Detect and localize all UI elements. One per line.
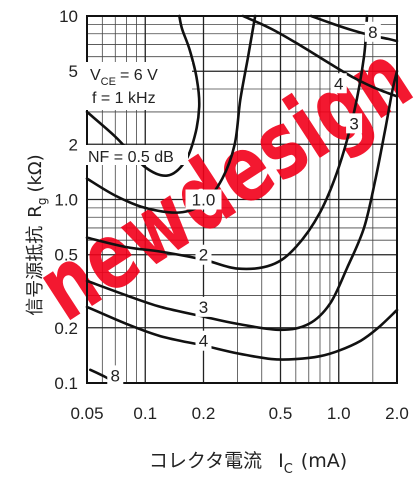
curve-label-bg xyxy=(107,365,124,386)
x-tick-labels: 0.05 0.1 0.2 0.5 1.0 2.0 xyxy=(70,404,408,423)
contour-curve xyxy=(85,14,257,214)
curve-label-bg xyxy=(195,330,212,351)
curve-label: 2 xyxy=(199,246,208,265)
contour-curves xyxy=(85,14,399,385)
curve-labels: 1.0 2 3 4 4 8 8 3 xyxy=(107,21,381,386)
contour-curve xyxy=(85,305,399,361)
vce-value: = 6 V xyxy=(120,67,158,84)
y-tick-label: 0.5 xyxy=(54,246,78,265)
plot-frame xyxy=(86,15,398,384)
curve-label-bg xyxy=(346,113,363,134)
curve-label: 3 xyxy=(349,114,358,133)
x-axis-sub: C xyxy=(284,462,293,477)
vce-prefix: V xyxy=(90,67,101,84)
grid-minor-lines xyxy=(87,16,397,383)
curve-label-bg xyxy=(330,73,347,94)
y-tick-label: 0.2 xyxy=(54,319,78,338)
x-axis-label: コレクタ電流 IC (mA) xyxy=(149,450,347,477)
conditions-box xyxy=(86,62,192,110)
y-tick-label: 0.1 xyxy=(54,374,78,393)
curve-label-bg xyxy=(364,21,381,42)
curve-label-bg xyxy=(195,296,212,317)
x-axis-label-text: コレクタ電流 xyxy=(149,450,262,472)
y-axis-sub: g xyxy=(35,198,49,206)
x-tick-label: 0.5 xyxy=(269,404,293,423)
curve-label: 8 xyxy=(368,23,377,42)
y-axis-symbol: R xyxy=(25,205,46,218)
curve-label: 1.0 xyxy=(192,191,216,210)
contour-curve xyxy=(241,14,399,98)
nf-label-bg xyxy=(86,145,188,165)
x-tick-label: 0.2 xyxy=(192,404,216,423)
curve-label: 4 xyxy=(199,332,208,351)
contour-curve xyxy=(309,14,399,43)
x-tick-label: 2.0 xyxy=(385,404,409,423)
freq-condition: f = 1 kHz xyxy=(92,90,156,107)
x-tick-label: 1.0 xyxy=(327,404,351,423)
y-tick-label: 10 xyxy=(59,7,78,26)
vce-sub: CE xyxy=(101,76,116,88)
contour-curve xyxy=(85,69,399,332)
y-tick-labels: 10 5 2 1.0 0.5 0.2 0.1 xyxy=(54,7,78,393)
curve-label: 4 xyxy=(334,74,343,93)
x-tick-label: 0.05 xyxy=(70,404,103,423)
vce-condition: VCE = 6 V xyxy=(90,67,158,88)
nf-label: NF = 0.5 dB xyxy=(88,149,174,166)
x-axis-symbol: I xyxy=(278,450,284,472)
y-tick-label: 1.0 xyxy=(54,191,78,210)
curve-label-bg xyxy=(195,244,212,265)
x-tick-label: 0.1 xyxy=(133,404,157,423)
curve-label: 3 xyxy=(199,298,208,317)
y-axis-unit: (kΩ) xyxy=(25,154,46,192)
contour-curve xyxy=(85,14,369,271)
x-axis-unit: (mA) xyxy=(301,450,347,472)
curve-label-bg xyxy=(185,189,222,210)
y-tick-label: 2 xyxy=(69,135,78,154)
y-axis-label: 信号源抵抗 Rg (kΩ) xyxy=(25,154,49,315)
y-tick-label: 5 xyxy=(69,62,78,81)
curve-label: 8 xyxy=(111,366,120,385)
y-axis-label-text: 信号源抵抗 xyxy=(25,226,46,316)
